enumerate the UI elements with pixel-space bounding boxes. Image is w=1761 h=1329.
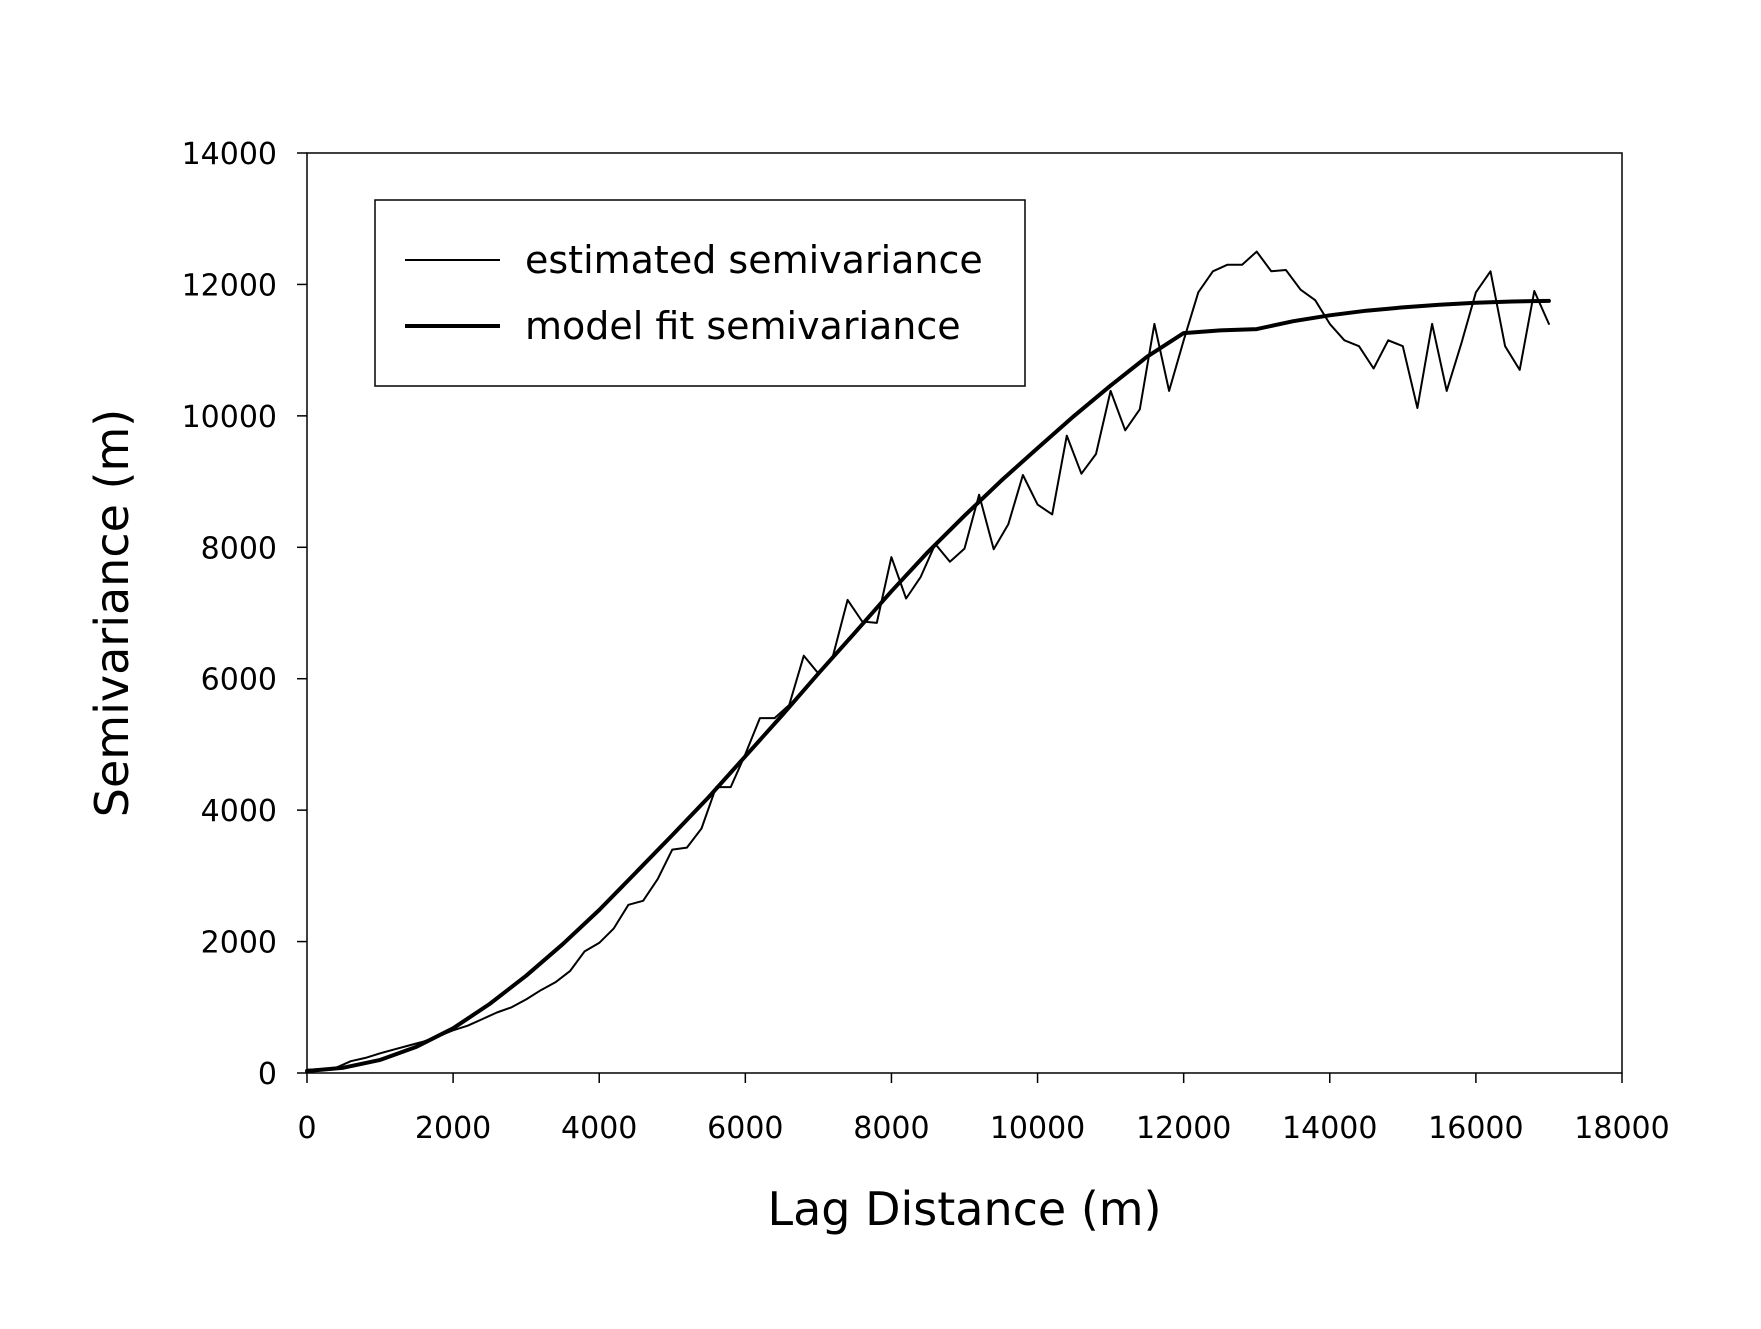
estimated-line [306, 250, 1550, 1071]
x-tick-label: 16000 [1428, 1111, 1523, 1146]
x-axis-title: Lag Distance (m) [767, 1182, 1161, 1236]
y-tick-label: 8000 [201, 531, 277, 566]
y-axis: 0 2000 4000 6000 8000 10000 12000 14000 [182, 137, 307, 1092]
x-tick-label: 2000 [415, 1111, 491, 1146]
y-axis-title: Semivariance (m) [85, 409, 139, 817]
legend: estimated semivariance model fit semivari… [374, 199, 1026, 387]
x-tick-label: 8000 [853, 1111, 929, 1146]
x-tick-label: 4000 [561, 1111, 637, 1146]
x-tick-label: 12000 [1136, 1111, 1231, 1146]
legend-label: model fit semivariance [525, 304, 961, 348]
plot-border [306, 152, 1623, 1074]
y-tick-label: 14000 [182, 137, 277, 172]
legend-box [374, 199, 1026, 387]
x-tick-label: 10000 [990, 1111, 1085, 1146]
y-tick-label: 4000 [201, 794, 277, 829]
y-tick-label: 6000 [201, 663, 277, 698]
x-tick-label: 18000 [1574, 1111, 1669, 1146]
x-tick-label: 6000 [707, 1111, 783, 1146]
y-tick-label: 2000 [201, 926, 277, 961]
plot-area [306, 152, 1623, 1074]
series-layer [305, 250, 1551, 1073]
x-tick-label: 14000 [1282, 1111, 1377, 1146]
x-axis: 0 2000 4000 6000 8000 10000 12000 14000 16000 180… [297, 1073, 1670, 1146]
y-tick-label: 10000 [182, 400, 277, 435]
x-tick-label: 0 [297, 1111, 316, 1146]
y-tick-label: 0 [258, 1057, 277, 1092]
model-fit-line [305, 298, 1551, 1073]
y-tick-label: 12000 [182, 268, 277, 303]
legend-label: estimated semivariance [525, 238, 983, 282]
